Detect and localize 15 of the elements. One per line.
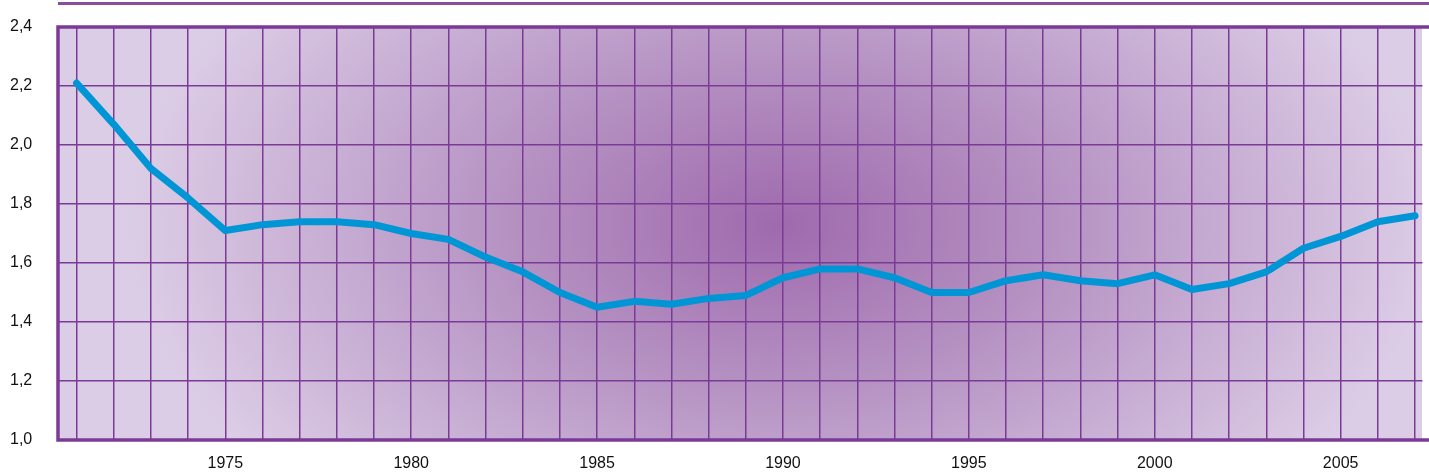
y-tick-label: 2,4 xyxy=(10,17,33,35)
y-tick-label: 2,0 xyxy=(10,135,33,153)
y-tick-label: 1,2 xyxy=(10,371,33,389)
x-tick-label: 1985 xyxy=(579,454,615,472)
y-tick-label: 1,6 xyxy=(10,253,33,271)
x-tick-label: 1990 xyxy=(765,454,801,472)
y-tick-label: 2,2 xyxy=(10,76,33,94)
x-tick-label: 1975 xyxy=(207,454,244,472)
x-tick-label: 2000 xyxy=(1136,454,1173,472)
x-tick-label: 2005 xyxy=(1322,454,1359,472)
y-tick-label: 1,4 xyxy=(10,312,33,330)
y-tick-label: 1,8 xyxy=(10,194,33,212)
x-tick-label: 1980 xyxy=(393,454,430,472)
x-tick-label: 1995 xyxy=(951,454,987,472)
y-tick-label: 1,0 xyxy=(10,430,33,448)
